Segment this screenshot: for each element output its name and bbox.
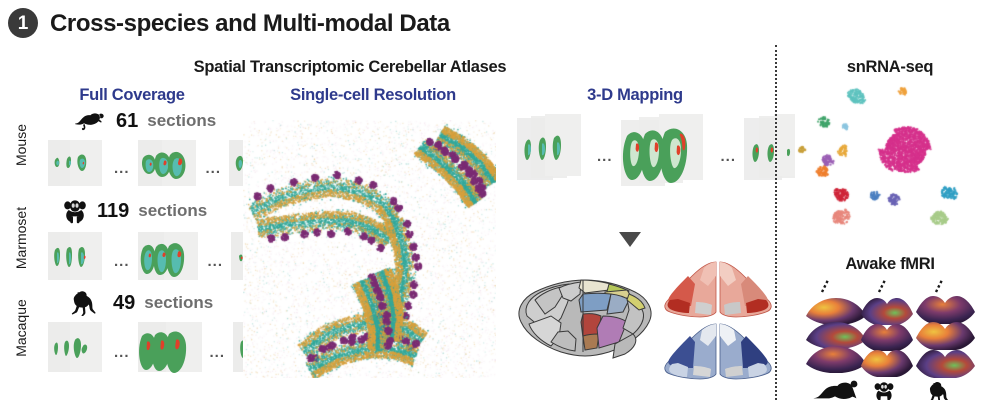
slide-group-anterior-marmoset bbox=[48, 232, 102, 280]
panel-number-badge: 1 bbox=[8, 8, 38, 38]
ellipsis-marmoset-2: ... bbox=[207, 252, 224, 270]
section-count-value-macaque: 49 bbox=[113, 291, 136, 314]
section-count-word-mouse: sections bbox=[147, 111, 217, 130]
cerebellum-gradient-maps bbox=[664, 261, 772, 380]
ellipsis-macaque-2: ... bbox=[209, 343, 226, 361]
fmri-column-macaque bbox=[916, 296, 975, 406]
slide-group-middle-mouse bbox=[137, 140, 196, 186]
section-header-full-coverage: Full Coverage bbox=[79, 86, 185, 104]
slide-stack-3d-mapping: ... ... bbox=[515, 110, 822, 196]
slide-group-anterior-macaque bbox=[48, 322, 102, 372]
ellipsis-marmoset-1: ... bbox=[114, 252, 130, 270]
section-count-mouse: 61 sections bbox=[75, 108, 216, 134]
cerebellum-map-blue bbox=[664, 323, 772, 380]
ellipsis-macaque-1: ... bbox=[114, 343, 130, 361]
fmri-column-marmoset bbox=[861, 298, 913, 402]
scatter-canvas bbox=[243, 120, 496, 378]
fmri-dash-marks bbox=[820, 279, 944, 293]
slide-group-3d-anterior bbox=[517, 114, 581, 180]
mouse-silhouette-icon bbox=[75, 111, 107, 131]
section-divider bbox=[775, 45, 777, 400]
section-count-word-marmoset: sections bbox=[138, 201, 208, 220]
species-label-marmoset: Marmoset bbox=[13, 206, 29, 270]
section-header-snrna-seq: snRNA-seq bbox=[846, 58, 934, 76]
slide-group-3d-middle bbox=[620, 114, 703, 186]
marmoset-silhouette-icon-fmri bbox=[874, 382, 894, 402]
species-label-mouse: Mouse bbox=[13, 123, 29, 167]
slide-group-middle-marmoset bbox=[137, 232, 198, 280]
slide-group-anterior-mouse bbox=[48, 140, 102, 186]
section-header-awake-fmri: Awake fMRI bbox=[845, 255, 935, 273]
ellipsis-3d-2: ... bbox=[720, 147, 737, 165]
single-cell-scatter-plot bbox=[243, 120, 496, 378]
umap-canvas bbox=[795, 82, 975, 232]
section-count-marmoset: 119 sections bbox=[62, 198, 207, 224]
macaque-silhouette-icon-fmri bbox=[928, 382, 949, 406]
snrna-seq-umap-plot bbox=[795, 82, 975, 237]
marmoset-silhouette-icon bbox=[62, 198, 88, 224]
ellipsis-mouse-2: ... bbox=[205, 159, 222, 177]
cerebellum-map-red bbox=[664, 261, 772, 318]
fmri-column-mouse bbox=[806, 298, 866, 399]
panel-number-label: 1 bbox=[17, 12, 29, 34]
page-title: Cross-species and Multi-modal Data bbox=[50, 10, 450, 37]
section-header-single-cell: Single-cell Resolution bbox=[290, 86, 456, 104]
mouse-silhouette-icon-fmri bbox=[813, 380, 858, 399]
section-count-macaque: 49 sections bbox=[68, 290, 213, 316]
section-count-value-marmoset: 119 bbox=[97, 199, 130, 222]
ellipsis-3d-1: ... bbox=[597, 147, 613, 165]
slide-group-middle-macaque bbox=[137, 322, 202, 373]
cerebellum-parcellation-atlas bbox=[518, 279, 652, 359]
section-count-value-mouse: 61 bbox=[116, 109, 139, 132]
awake-fmri-maps bbox=[800, 278, 980, 406]
section-count-word-macaque: sections bbox=[144, 293, 214, 312]
ellipsis-mouse-1: ... bbox=[114, 159, 130, 177]
species-label-macaque: Macaque bbox=[13, 299, 29, 357]
flow-arrow-down-icon bbox=[619, 232, 641, 247]
section-header-3d-mapping: 3-D Mapping bbox=[587, 86, 683, 104]
macaque-silhouette-icon bbox=[68, 290, 104, 316]
atlases-group-title: Spatial Transcriptomic Cerebellar Atlase… bbox=[193, 58, 507, 76]
